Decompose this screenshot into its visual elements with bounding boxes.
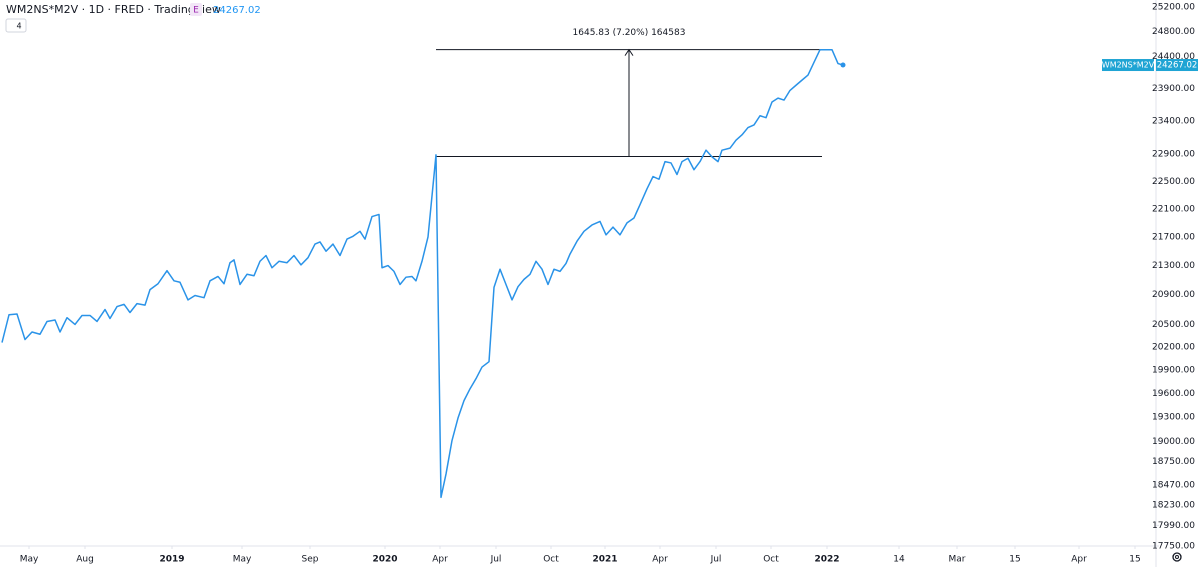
x-tick-label: Apr	[1071, 555, 1087, 565]
y-tick-label: 20500.00	[1152, 320, 1195, 330]
y-tick-label: 23900.00	[1152, 84, 1195, 94]
indicator-toggle[interactable]	[5, 18, 27, 33]
indicator-count[interactable]: 4	[16, 22, 21, 31]
y-tick-label: 18470.00	[1152, 480, 1195, 490]
gear-hub[interactable]	[1175, 555, 1179, 559]
chart-title: WM2NS*M2V · 1D · FRED · TradingView	[6, 3, 221, 16]
x-tick-label: 14	[893, 555, 905, 565]
x-tick-label: 15	[1129, 555, 1140, 565]
x-tick-label: May	[20, 555, 39, 565]
y-tick-label: 20200.00	[1152, 343, 1195, 353]
badge-text: E	[193, 6, 199, 16]
y-tick-label: 24800.00	[1152, 27, 1195, 37]
x-tick-label: 2019	[159, 555, 184, 565]
y-tick-label: 21300.00	[1152, 261, 1195, 271]
x-tick-label: Oct	[763, 555, 779, 565]
series-line	[1, 48, 844, 499]
price-label-bg	[1156, 59, 1198, 72]
x-tick-label: Apr	[432, 555, 448, 565]
y-tick-label: 22900.00	[1152, 150, 1195, 160]
x-tick-label: 15	[1009, 555, 1020, 565]
y-tick-label: 23400.00	[1152, 116, 1195, 126]
y-tick-label: 21700.00	[1152, 232, 1195, 242]
y-tick-label: 20900.00	[1152, 290, 1195, 300]
x-tick-label: Jul	[490, 555, 502, 565]
x-tick-label: 2020	[372, 555, 397, 565]
y-tick-label: 22500.00	[1152, 177, 1195, 187]
x-tick-label: May	[233, 555, 252, 565]
x-tick-label: Mar	[949, 555, 966, 565]
y-tick-label: 19300.00	[1152, 413, 1195, 423]
x-tick-label: Sep	[302, 555, 319, 565]
x-tick-label: Apr	[652, 555, 668, 565]
x-tick-label: Oct	[543, 555, 559, 565]
x-tick-label: Aug	[76, 555, 94, 565]
y-tick-label: 25200.00	[1152, 3, 1195, 13]
price-label-value: 24267.02	[1157, 61, 1198, 71]
y-tick-label: 19600.00	[1152, 389, 1195, 399]
y-tick-label: 24400.00	[1152, 52, 1195, 62]
y-tick-label: 19900.00	[1152, 366, 1195, 376]
price-label-name: WM2NS*M2V	[1102, 61, 1155, 70]
measure-arrow-head	[624, 48, 634, 56]
y-tick-label: 18230.00	[1152, 500, 1195, 510]
gear[interactable]	[1172, 552, 1182, 562]
y-tick-label: 17750.00	[1152, 542, 1195, 552]
y-tick-label: 22100.00	[1152, 204, 1195, 214]
header-last-value: 24267.02	[213, 5, 261, 16]
y-tick-label: 18750.00	[1152, 457, 1195, 467]
price-label-name-bg	[1102, 59, 1154, 72]
last-point	[840, 62, 846, 68]
exchange-badge	[190, 3, 202, 16]
y-tick-label: 17990.00	[1152, 521, 1195, 531]
x-tick-label: 2022	[814, 555, 839, 565]
x-tick-label: 2021	[592, 555, 617, 565]
measure-label: 1645.83 (7.20%) 164583	[573, 28, 686, 38]
settings-icon[interactable]	[1172, 552, 1182, 562]
x-tick-label: Jul	[710, 555, 722, 565]
y-tick-label: 19000.00	[1152, 437, 1195, 447]
